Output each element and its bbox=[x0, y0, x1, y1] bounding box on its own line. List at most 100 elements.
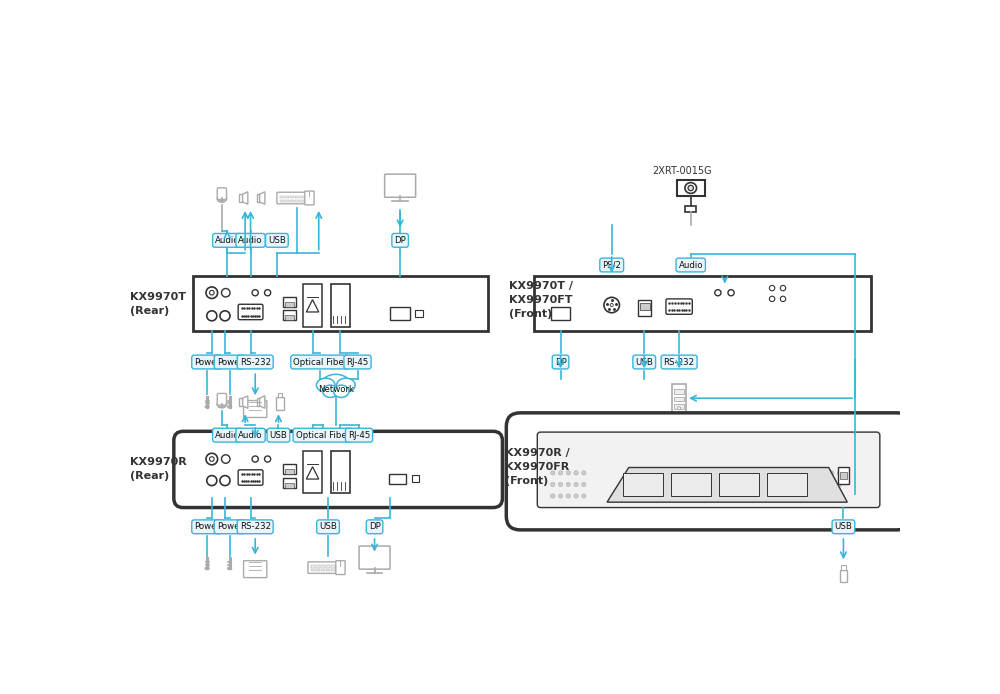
Ellipse shape bbox=[209, 457, 214, 462]
Bar bbox=[303, 285, 322, 327]
Bar bbox=[283, 478, 296, 489]
Bar bbox=[300, 196, 304, 198]
Ellipse shape bbox=[205, 405, 209, 408]
Bar bbox=[276, 398, 284, 409]
Ellipse shape bbox=[221, 455, 230, 464]
Ellipse shape bbox=[205, 567, 209, 570]
Bar bbox=[257, 398, 260, 406]
Bar bbox=[285, 483, 294, 487]
Bar bbox=[283, 297, 296, 307]
Ellipse shape bbox=[780, 285, 786, 291]
Bar bbox=[280, 196, 284, 198]
Bar bbox=[685, 205, 696, 212]
Text: DP: DP bbox=[369, 523, 380, 532]
Ellipse shape bbox=[323, 385, 338, 398]
Bar bbox=[311, 569, 315, 571]
Bar bbox=[638, 301, 651, 316]
Polygon shape bbox=[306, 300, 319, 312]
Text: KX9970R /
KX9970FR
(Front): KX9970R / KX9970FR (Front) bbox=[505, 448, 570, 486]
Ellipse shape bbox=[582, 471, 586, 475]
Ellipse shape bbox=[551, 471, 555, 475]
Text: KX9970T /
KX9970FT
(Front): KX9970T / KX9970FT (Front) bbox=[509, 280, 573, 319]
Text: RJ-45: RJ-45 bbox=[346, 357, 369, 366]
Bar bbox=[840, 570, 847, 582]
Text: Optical Fiber: Optical Fiber bbox=[296, 431, 350, 440]
FancyBboxPatch shape bbox=[336, 561, 345, 575]
Text: Network: Network bbox=[318, 385, 354, 394]
Ellipse shape bbox=[558, 482, 563, 486]
Ellipse shape bbox=[566, 471, 570, 475]
Ellipse shape bbox=[337, 378, 355, 392]
Bar bbox=[285, 196, 289, 198]
Bar bbox=[415, 310, 423, 317]
Bar bbox=[677, 180, 705, 196]
Ellipse shape bbox=[604, 297, 619, 313]
Bar bbox=[388, 474, 406, 484]
Ellipse shape bbox=[806, 482, 811, 486]
Ellipse shape bbox=[566, 494, 570, 498]
Polygon shape bbox=[260, 396, 265, 408]
Bar bbox=[326, 569, 330, 571]
Ellipse shape bbox=[678, 407, 681, 409]
Ellipse shape bbox=[252, 289, 258, 296]
Ellipse shape bbox=[228, 405, 232, 408]
Ellipse shape bbox=[207, 475, 217, 486]
Ellipse shape bbox=[837, 494, 842, 498]
Bar bbox=[193, 276, 488, 331]
Polygon shape bbox=[260, 192, 265, 204]
Ellipse shape bbox=[830, 471, 834, 475]
Text: USB: USB bbox=[635, 357, 653, 366]
Bar bbox=[278, 393, 282, 398]
FancyBboxPatch shape bbox=[217, 393, 227, 405]
Text: RJ-45: RJ-45 bbox=[348, 431, 370, 440]
Ellipse shape bbox=[574, 482, 578, 486]
Text: Audio: Audio bbox=[215, 236, 240, 245]
Ellipse shape bbox=[551, 482, 555, 486]
FancyBboxPatch shape bbox=[305, 191, 314, 205]
FancyBboxPatch shape bbox=[308, 562, 337, 573]
Polygon shape bbox=[243, 396, 248, 408]
FancyBboxPatch shape bbox=[244, 561, 267, 577]
Text: RS-232: RS-232 bbox=[240, 357, 271, 366]
Polygon shape bbox=[243, 192, 248, 204]
Ellipse shape bbox=[566, 482, 570, 486]
Bar bbox=[390, 307, 410, 320]
Bar bbox=[239, 194, 243, 202]
Bar bbox=[331, 285, 350, 327]
Bar bbox=[290, 196, 294, 198]
FancyBboxPatch shape bbox=[238, 304, 263, 320]
Ellipse shape bbox=[610, 303, 613, 307]
Text: Audio: Audio bbox=[678, 260, 703, 269]
Bar bbox=[551, 307, 570, 320]
Text: DP: DP bbox=[555, 357, 566, 366]
Bar bbox=[295, 196, 299, 198]
Text: RS-232: RS-232 bbox=[240, 523, 271, 532]
Text: USB: USB bbox=[268, 236, 286, 245]
Text: USB: USB bbox=[270, 431, 287, 440]
Ellipse shape bbox=[220, 311, 230, 321]
Ellipse shape bbox=[558, 471, 563, 475]
Bar bbox=[623, 473, 663, 496]
Bar bbox=[280, 200, 284, 202]
FancyBboxPatch shape bbox=[537, 432, 880, 507]
Bar bbox=[285, 469, 294, 474]
Bar bbox=[674, 389, 684, 393]
Bar bbox=[303, 450, 322, 493]
Text: Audio: Audio bbox=[238, 236, 263, 245]
FancyBboxPatch shape bbox=[385, 174, 416, 197]
FancyBboxPatch shape bbox=[359, 546, 390, 569]
Ellipse shape bbox=[220, 475, 230, 486]
Bar bbox=[640, 303, 650, 310]
FancyBboxPatch shape bbox=[238, 470, 263, 485]
Text: Power: Power bbox=[194, 523, 220, 532]
Ellipse shape bbox=[221, 289, 230, 297]
FancyBboxPatch shape bbox=[506, 413, 911, 530]
Ellipse shape bbox=[769, 296, 775, 302]
Ellipse shape bbox=[316, 378, 335, 392]
FancyBboxPatch shape bbox=[217, 188, 227, 200]
Ellipse shape bbox=[322, 374, 350, 393]
Ellipse shape bbox=[206, 287, 218, 298]
FancyBboxPatch shape bbox=[666, 299, 692, 314]
Text: KX9970R
(Rear): KX9970R (Rear) bbox=[130, 457, 187, 482]
Text: Power: Power bbox=[217, 357, 243, 366]
